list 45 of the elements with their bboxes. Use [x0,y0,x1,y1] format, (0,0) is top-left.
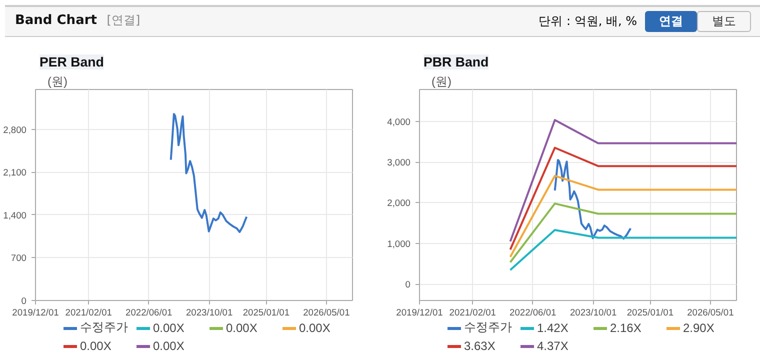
x-tick-label: 2026/05/01 [303,308,350,318]
x-tick-label: 2025/01/01 [626,308,674,318]
x-tick-label: 2021/02/01 [449,308,496,318]
legend-label: 0.00X [299,320,332,334]
x-tick-label: 2023/10/01 [186,308,233,318]
text: 별도 [697,10,751,32]
text: Band Chart [15,13,97,28]
text: 단위 : 억원, 배, % [538,12,637,30]
chart-title: PER Band [40,54,104,70]
legend-label: 수정주가 [80,319,129,336]
x-tick-label: 2025/01/01 [242,308,290,318]
legend-label: 1.42X [537,320,570,334]
y-tick-label: 0 [21,296,27,306]
y-tick-label: 2,800 [3,124,26,135]
legend-label: 2.16X [610,320,642,334]
text: 연결 [645,10,697,32]
legend-label: 0.00X [226,320,258,334]
legend-label: 0.00X [153,320,186,334]
y-tick-label: 0 [405,280,411,290]
legend-label: 3.63X [464,339,496,353]
x-tick-label: 2021/02/01 [65,308,112,318]
text: [연결] [106,13,140,28]
x-tick-label: 2022/06/01 [126,308,172,318]
legend-label: 0.00X [80,339,112,353]
legend-label: 수정주가 [464,319,513,336]
x-tick-label: 2019/12/01 [12,308,59,318]
legend-label: 0.00X [153,339,186,353]
y-tick-label: 3,000 [387,158,410,168]
y-tick-label: 2,000 [387,198,410,208]
y-axis-title: (원) [48,74,68,88]
y-tick-label: 1,000 [387,238,410,249]
x-tick-label: 2022/06/01 [510,308,556,318]
y-tick-label: 2,100 [3,168,26,178]
y-tick-label: 1,400 [3,210,26,220]
legend-label: 2.90X [683,320,716,334]
line-series [554,158,632,240]
x-tick-label: 2023/10/01 [570,308,617,318]
chart-title: PBR Band [424,54,489,70]
y-tick-label: 4,000 [387,116,410,127]
y-tick-label: 700 [10,253,27,264]
x-tick-label: 2026/05/01 [687,308,734,318]
x-tick-label: 2019/12/01 [396,308,443,318]
y-axis-title: (원) [432,74,452,88]
legend-label: 4.37X [537,339,570,353]
line-series [170,112,248,233]
